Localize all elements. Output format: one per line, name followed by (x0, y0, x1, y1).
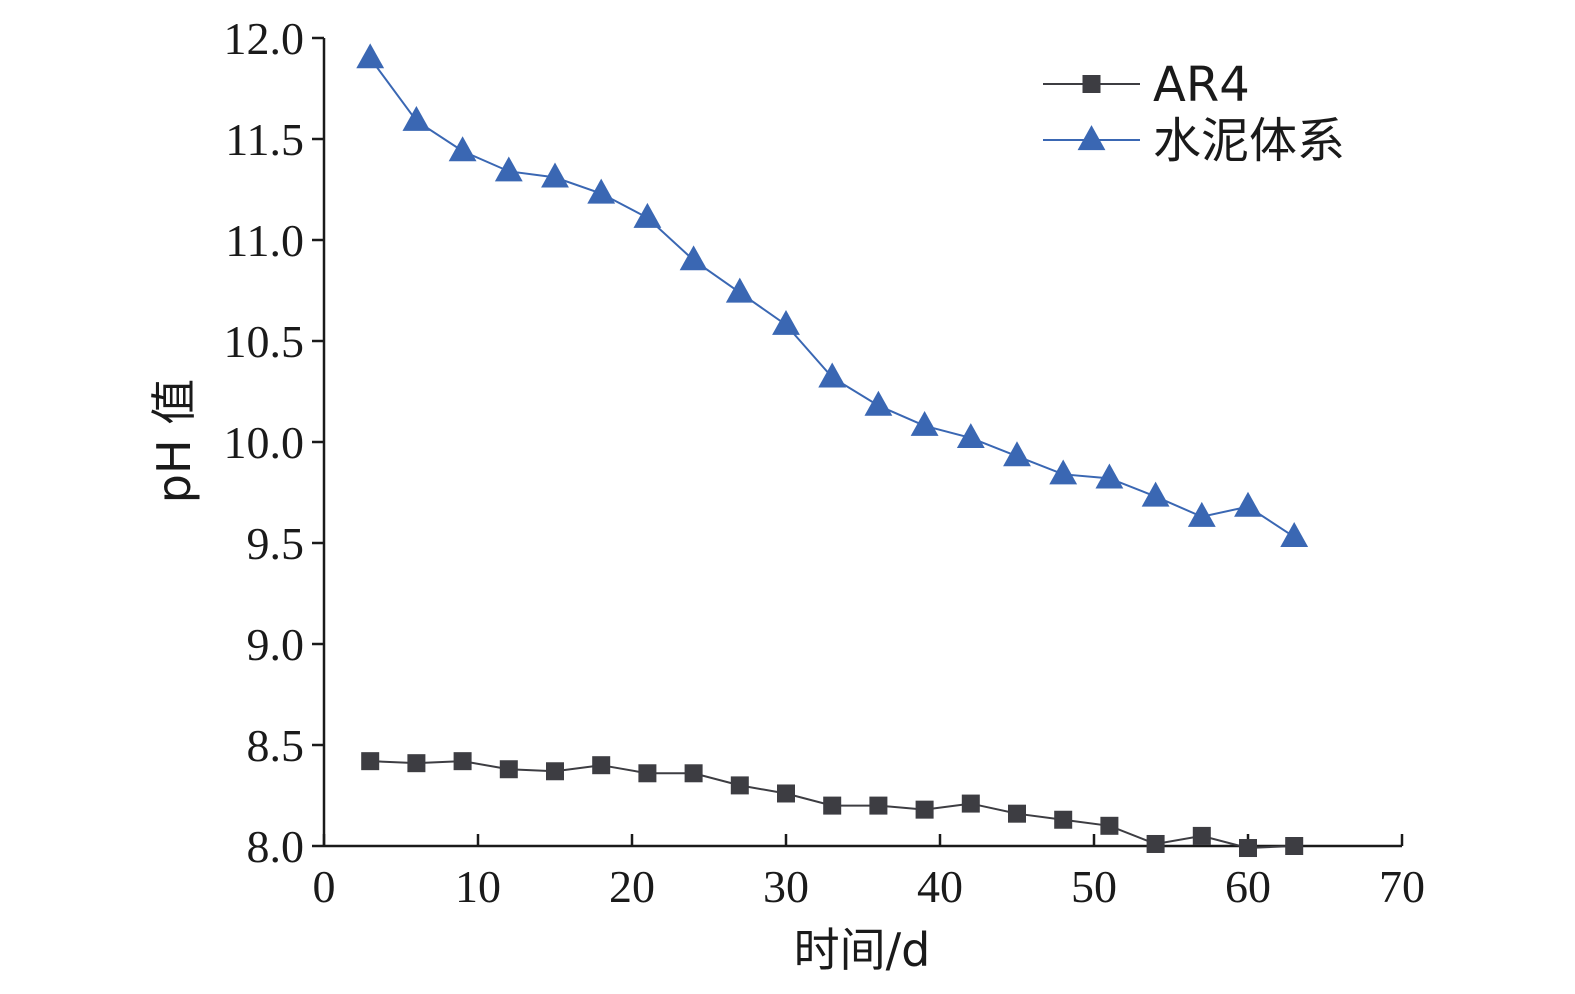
data-point-ar4 (823, 796, 842, 815)
y-tick-label: 12.0 (224, 13, 305, 64)
y-tick-label: 10.0 (224, 417, 305, 468)
y-tick-label: 11.0 (225, 215, 304, 266)
data-point-ar4 (730, 776, 749, 795)
series-layer (356, 43, 1309, 858)
data-point-ar4 (1054, 810, 1073, 829)
x-tick-label: 20 (609, 861, 655, 912)
data-point-cement-system (725, 277, 754, 303)
data-point-cement-system (541, 162, 569, 188)
data-point-cement-system (1187, 501, 1216, 527)
data-point-ar4 (1239, 839, 1257, 858)
legend-item-ar4: AR4 (1043, 57, 1250, 113)
y-tick-label: 9.0 (247, 619, 305, 670)
data-point-cement-system (1049, 459, 1078, 485)
x-tick-label: 30 (763, 861, 809, 912)
x-axis-ticks: 0 10 20 30 40 50 60 70 (313, 834, 1425, 912)
data-point-cement-system (772, 309, 800, 335)
data-point-cement-system (910, 410, 939, 436)
x-tick-label: 50 (1071, 861, 1117, 912)
data-point-ar4 (453, 752, 472, 771)
data-point-cement-system (1234, 491, 1262, 517)
data-point-cement-system (1141, 481, 1170, 507)
data-point-ar4 (1100, 816, 1119, 835)
x-tick-label: 10 (455, 861, 501, 912)
y-tick-label: 10.5 (224, 316, 305, 367)
data-point-cement-system (1003, 441, 1031, 467)
y-axis-title: pH 值 (147, 379, 201, 503)
data-point-cement-system (1280, 522, 1309, 548)
series-cement-system (356, 43, 1309, 548)
data-point-ar4 (638, 764, 657, 783)
data-point-ar4 (499, 760, 518, 779)
x-tick-label: 0 (313, 861, 336, 912)
x-tick-label: 40 (917, 861, 963, 912)
data-point-cement-system (818, 362, 847, 388)
series-ar4 (361, 752, 1304, 858)
data-point-cement-system (402, 105, 431, 131)
data-point-cement-system (356, 43, 385, 69)
data-point-ar4 (407, 754, 426, 773)
y-tick-label: 11.5 (225, 114, 304, 165)
data-point-ar4 (777, 784, 795, 803)
y-tick-label: 8.5 (247, 720, 305, 771)
y-tick-label: 8.0 (247, 821, 305, 872)
data-point-ar4 (1008, 804, 1026, 823)
data-point-cement-system (679, 245, 708, 271)
data-point-cement-system (448, 136, 477, 162)
legend-label-cement-system: 水泥体系 (1153, 113, 1345, 169)
data-point-cement-system (494, 156, 523, 182)
data-point-cement-system (587, 178, 616, 204)
y-tick-label: 9.5 (247, 518, 305, 569)
data-point-ar4 (1192, 826, 1211, 845)
x-tick-label: 60 (1225, 861, 1271, 912)
legend-label-ar4: AR4 (1153, 57, 1250, 113)
x-axis-title: 时间/d (794, 923, 931, 977)
data-point-ar4 (869, 796, 888, 815)
data-point-cement-system (1095, 463, 1124, 489)
legend-item-cement-system: 水泥体系 (1043, 113, 1345, 169)
x-tick-label: 70 (1379, 861, 1425, 912)
data-point-cement-system (633, 202, 662, 228)
data-point-cement-system (956, 423, 985, 449)
data-point-ar4 (1146, 834, 1165, 853)
axes: 8.0 8.5 9.0 9.5 10.0 10.5 11.0 11.5 12.0 0 10 20 30… (224, 13, 1426, 912)
legend-marker-ar4 (1082, 75, 1101, 93)
legend-marker-cement-system (1077, 125, 1106, 151)
data-point-cement-system (864, 390, 893, 416)
data-point-ar4 (915, 800, 934, 819)
data-point-ar4 (961, 794, 980, 813)
data-point-ar4 (684, 764, 703, 783)
data-point-ar4 (546, 762, 564, 781)
data-point-ar4 (1285, 837, 1304, 855)
data-point-ar4 (361, 752, 380, 771)
data-point-ar4 (592, 756, 611, 775)
y-axis-ticks: 8.0 8.5 9.0 9.5 10.0 10.5 11.0 11.5 12.0 (224, 13, 324, 872)
